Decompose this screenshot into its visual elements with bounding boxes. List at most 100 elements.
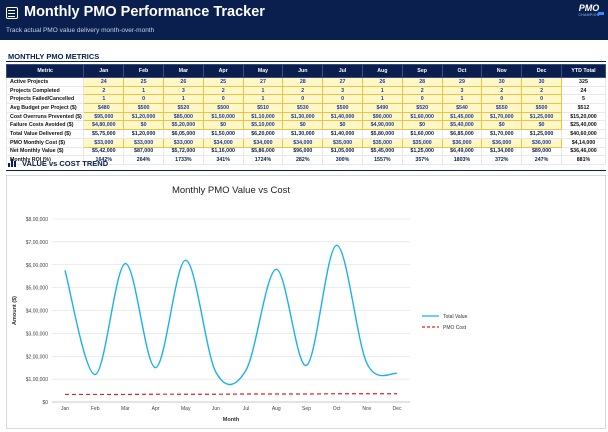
input-cell[interactable]: $34,000 — [282, 137, 324, 148]
input-cell[interactable]: $90,000 — [361, 111, 403, 122]
input-cell[interactable]: 1 — [162, 94, 204, 105]
input-cell[interactable]: 1 — [242, 85, 284, 96]
input-cell[interactable]: $0 — [202, 120, 244, 131]
x-axis-label: Month — [223, 417, 240, 423]
input-cell[interactable]: $1,10,000 — [242, 111, 284, 122]
input-cell[interactable]: 25 — [123, 77, 164, 87]
input-cell[interactable]: $0 — [322, 120, 363, 131]
input-cell[interactable]: 0 — [322, 94, 363, 105]
input-cell[interactable]: $36,000 — [521, 137, 562, 148]
input-cell[interactable]: 0 — [123, 94, 164, 105]
input-cell[interactable]: 0 — [481, 94, 523, 105]
input-cell[interactable]: $4,80,000 — [83, 120, 125, 131]
input-cell[interactable]: $5,10,000 — [242, 120, 284, 131]
input-cell[interactable]: $500 — [521, 103, 562, 113]
input-cell[interactable]: $500 — [123, 103, 164, 113]
input-cell[interactable]: $0 — [123, 120, 164, 131]
input-cell[interactable]: $33,000 — [123, 137, 164, 148]
input-cell[interactable]: 24 — [83, 77, 125, 87]
input-cell[interactable]: $510 — [242, 103, 284, 113]
input-cell[interactable]: 28 — [282, 77, 324, 87]
input-cell[interactable]: 25 — [202, 77, 244, 87]
input-cell[interactable]: $500 — [202, 103, 244, 113]
input-cell[interactable]: $35,000 — [401, 137, 443, 148]
value-cell: 1803% — [441, 155, 483, 165]
input-cell[interactable]: $500 — [322, 103, 363, 113]
input-cell[interactable]: $34,000 — [242, 137, 284, 148]
input-cell[interactable]: $95,000 — [83, 111, 125, 122]
input-cell[interactable]: $0 — [521, 120, 562, 131]
input-cell[interactable]: 2 — [401, 85, 443, 96]
tracker-icon — [6, 7, 18, 19]
input-cell[interactable]: $1,40,000 — [322, 111, 363, 122]
input-cell[interactable]: $490 — [361, 103, 403, 113]
input-cell[interactable]: $34,000 — [202, 137, 244, 148]
input-cell[interactable]: $33,000 — [162, 137, 204, 148]
input-cell[interactable]: 3 — [441, 85, 483, 96]
input-cell[interactable]: $36,000 — [441, 137, 483, 148]
input-cell[interactable]: 26 — [361, 77, 403, 87]
chart-icon — [8, 159, 17, 167]
input-cell[interactable]: $520 — [162, 103, 204, 113]
input-cell[interactable]: 1 — [83, 94, 125, 105]
input-cell[interactable]: $5,20,000 — [162, 120, 204, 131]
input-cell[interactable]: $1,70,000 — [481, 111, 523, 122]
column-header: Jun — [282, 64, 324, 78]
input-cell[interactable]: $0 — [481, 120, 523, 131]
input-cell[interactable]: $36,000 — [481, 137, 523, 148]
input-cell[interactable]: $35,000 — [322, 137, 363, 148]
input-cell[interactable]: 1 — [361, 85, 403, 96]
input-cell[interactable]: $0 — [401, 120, 443, 131]
input-cell[interactable]: $85,000 — [162, 111, 204, 122]
input-cell[interactable]: $1,25,000 — [521, 111, 562, 122]
input-cell[interactable]: 2 — [83, 85, 125, 96]
input-cell[interactable]: $550 — [481, 103, 523, 113]
column-header: YTD Total — [560, 64, 607, 78]
input-cell[interactable]: 27 — [322, 77, 363, 87]
input-cell[interactable]: 2 — [481, 85, 523, 96]
input-cell[interactable]: $1,60,000 — [401, 111, 443, 122]
input-cell[interactable]: 28 — [401, 77, 443, 87]
x-tick-label: May — [181, 406, 191, 412]
input-cell[interactable]: $4,90,000 — [361, 120, 403, 131]
input-cell[interactable]: $1,20,000 — [123, 111, 164, 122]
input-cell[interactable]: $1,45,000 — [441, 111, 483, 122]
input-cell[interactable]: 0 — [202, 94, 244, 105]
table-header-row: Metric Jan Feb Mar Apr May Jun Jul Aug Sep Oct Nov D… — [5, 64, 607, 78]
input-cell[interactable]: 1 — [242, 94, 284, 105]
input-cell[interactable]: 3 — [322, 85, 363, 96]
input-cell[interactable]: $530 — [282, 103, 324, 113]
input-cell[interactable]: 29 — [441, 77, 483, 87]
y-tick-label: $4,00,000 — [26, 309, 48, 315]
table-row: Monthly ROI (%) 1642% 264% 1733% 341% 1724% 28… — [5, 155, 607, 165]
column-header: Oct — [441, 64, 483, 78]
value-cell: $96,000 — [282, 146, 324, 157]
input-cell[interactable]: $540 — [441, 103, 483, 113]
input-cell[interactable]: 0 — [401, 94, 443, 105]
input-cell[interactable]: 1 — [123, 85, 164, 96]
input-cell[interactable]: $520 — [401, 103, 443, 113]
input-cell[interactable]: 2 — [202, 85, 244, 96]
input-cell[interactable]: 27 — [242, 77, 284, 87]
input-cell[interactable]: $33,000 — [83, 137, 125, 148]
input-cell[interactable]: $35,000 — [361, 137, 403, 148]
value-cost-chart: Monthly PMO Value vs Cost $0 $1,00,000 $2,0… — [6, 175, 606, 429]
input-cell[interactable]: $5,40,000 — [441, 120, 483, 131]
input-cell[interactable]: $0 — [282, 120, 324, 131]
input-cell[interactable]: 26 — [162, 77, 204, 87]
input-cell[interactable]: 3 — [162, 85, 204, 96]
input-cell[interactable]: $1,50,000 — [202, 111, 244, 122]
input-cell[interactable]: 1 — [361, 94, 403, 105]
input-cell[interactable]: 2 — [282, 85, 324, 96]
input-cell[interactable]: 30 — [521, 77, 562, 87]
input-cell[interactable]: 0 — [521, 94, 562, 105]
input-cell[interactable]: 0 — [282, 94, 324, 105]
value-cell: $87,000 — [123, 146, 164, 157]
input-cell[interactable]: $1,30,000 — [282, 111, 324, 122]
input-cell[interactable]: 1 — [441, 94, 483, 105]
input-cell[interactable]: 30 — [481, 77, 523, 87]
y-tick-label: $8,00,000 — [26, 217, 48, 223]
input-cell[interactable]: 2 — [521, 85, 562, 96]
input-cell[interactable]: $480 — [83, 103, 125, 113]
row-label: Monthly ROI (%) — [5, 155, 85, 165]
